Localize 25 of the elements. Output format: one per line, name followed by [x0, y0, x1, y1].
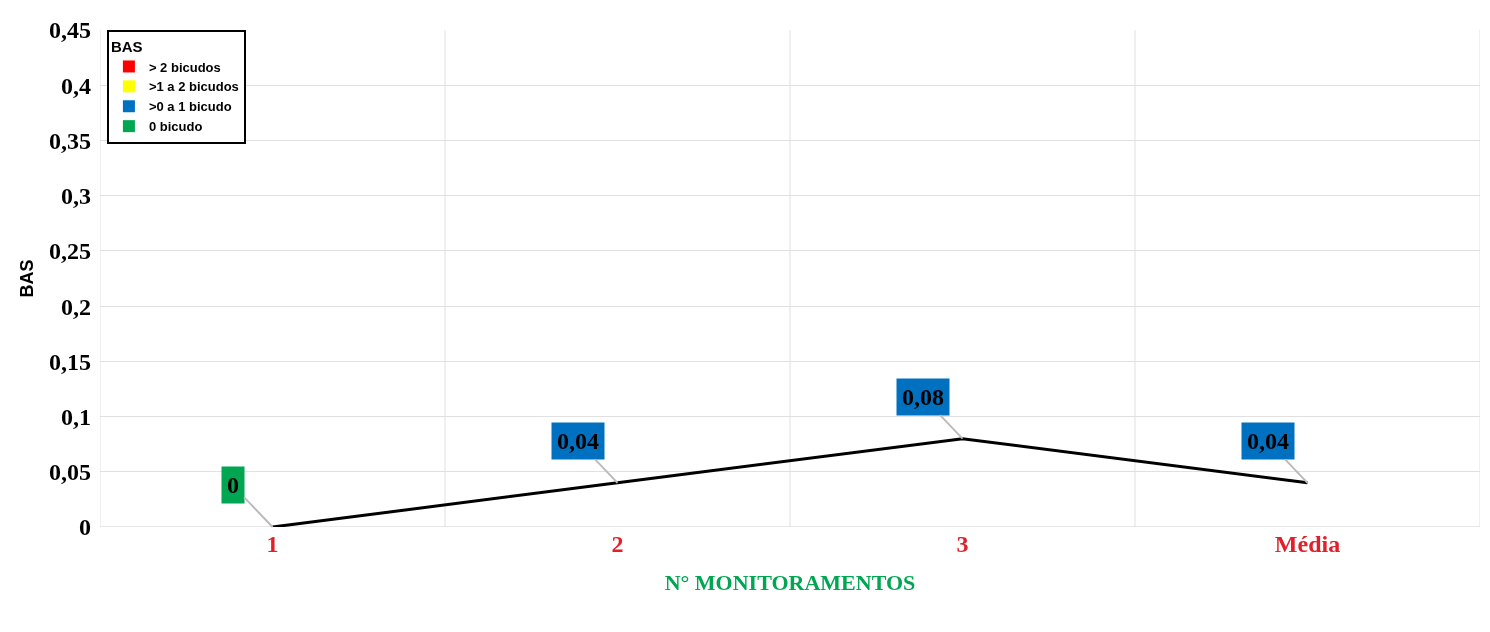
- data-label: 0,08: [902, 384, 944, 410]
- y-tick-label: 0,1: [61, 403, 91, 430]
- legend-label: >0 a 1 bicudo: [148, 99, 232, 115]
- legend-label: >1 a 2 bicudos: [148, 79, 239, 95]
- x-tick-label: 2: [611, 531, 624, 557]
- x-tick-label: 3: [956, 531, 969, 557]
- data-label: 0: [227, 472, 239, 498]
- legend-title: BAS: [110, 37, 143, 55]
- y-tick-label: 0,35: [49, 127, 91, 154]
- y-tick-label: 0,05: [49, 459, 91, 486]
- x-tick-label: 1: [266, 531, 279, 557]
- legend-label: 0 bicudo: [148, 119, 203, 135]
- x-tick-label: Média: [1274, 531, 1341, 557]
- y-tick-label: 0,4: [61, 72, 91, 99]
- y-tick-label: 0,3: [61, 183, 91, 210]
- data-label: 0,04: [1247, 428, 1289, 454]
- y-tick-label: 0: [79, 514, 91, 541]
- y-tick-label: 0,45: [49, 17, 91, 44]
- y-axis-title: BAS: [17, 259, 38, 298]
- y-tick-label: 0,2: [61, 293, 91, 320]
- y-tick-label: 0,25: [49, 238, 91, 265]
- y-tick-label: 0,15: [49, 348, 91, 375]
- data-label: 0,04: [557, 428, 599, 454]
- legend-label: > 2 bicudos: [148, 59, 221, 75]
- x-axis-title: N° MONITORAMENTOS: [664, 569, 916, 595]
